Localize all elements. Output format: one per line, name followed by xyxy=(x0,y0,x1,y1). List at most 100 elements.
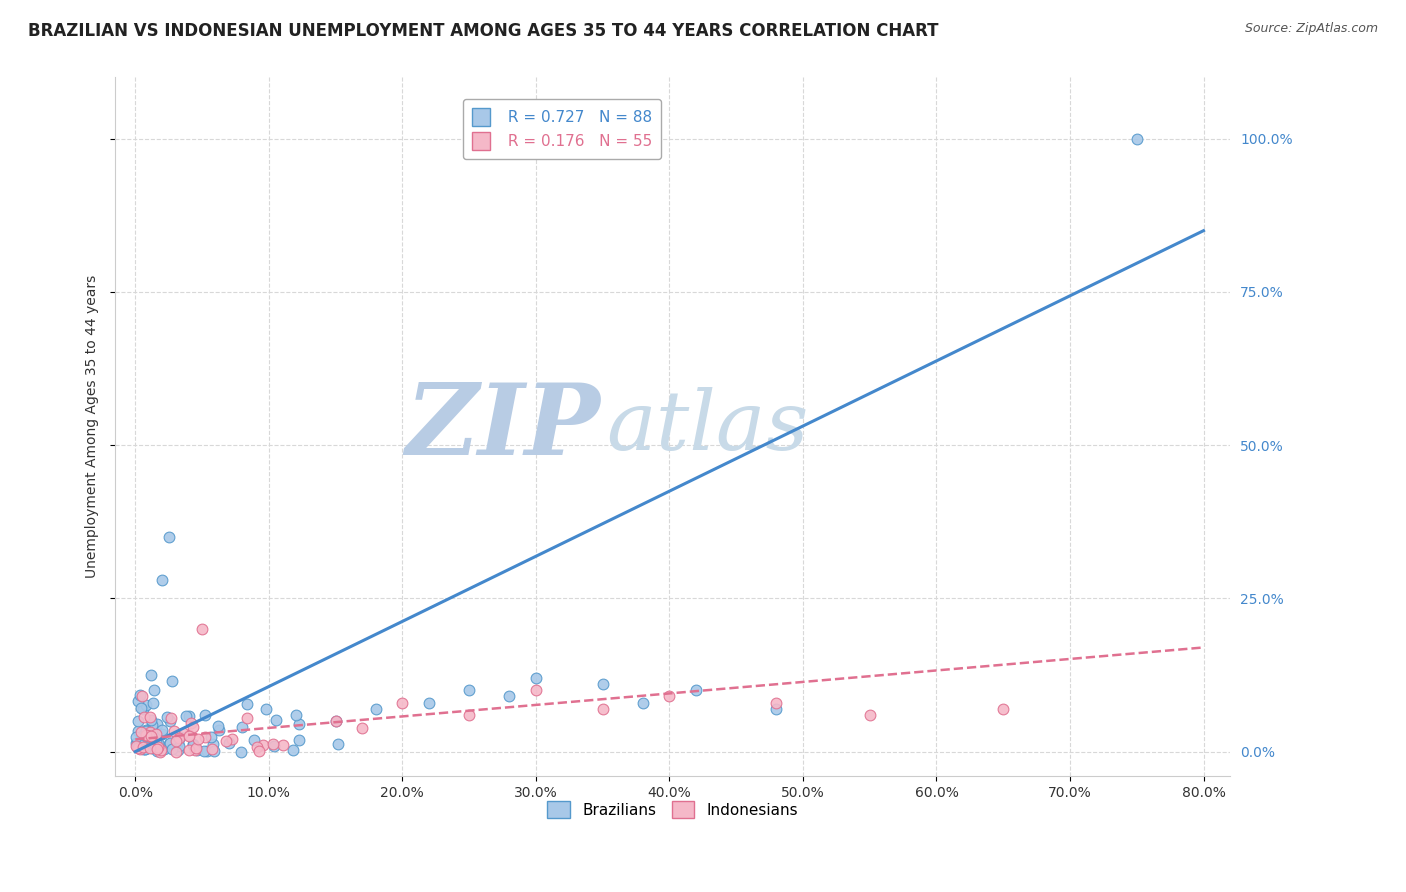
Point xyxy=(658,690,681,704)
Point xyxy=(131,690,153,704)
Point xyxy=(177,728,200,742)
Point xyxy=(135,729,157,743)
Point xyxy=(135,724,157,739)
Point xyxy=(391,696,413,710)
Point xyxy=(247,744,270,758)
Point xyxy=(207,718,229,732)
Point xyxy=(159,714,181,728)
Point xyxy=(180,715,202,730)
Point xyxy=(215,734,238,748)
Point xyxy=(167,743,190,757)
Y-axis label: Unemployment Among Ages 35 to 44 years: Unemployment Among Ages 35 to 44 years xyxy=(86,275,100,578)
Point xyxy=(181,738,204,752)
Point xyxy=(246,739,269,754)
Point xyxy=(195,744,218,758)
Point xyxy=(129,742,152,756)
Point xyxy=(167,739,190,753)
Point xyxy=(364,702,387,716)
Point xyxy=(254,702,277,716)
Point xyxy=(177,743,200,757)
Point xyxy=(138,729,160,743)
Point xyxy=(145,735,167,749)
Point xyxy=(200,730,222,744)
Point xyxy=(524,683,547,698)
Point xyxy=(125,739,148,753)
Point xyxy=(160,674,183,689)
Point xyxy=(765,696,787,710)
Point xyxy=(181,737,204,751)
Point xyxy=(131,700,153,714)
Point xyxy=(139,729,162,743)
Point xyxy=(287,732,309,747)
Point xyxy=(134,731,156,745)
Point xyxy=(191,622,214,636)
Point xyxy=(125,736,148,750)
Point xyxy=(236,697,259,711)
Point xyxy=(243,733,266,747)
Point xyxy=(165,734,187,748)
Point xyxy=(167,735,190,749)
Point xyxy=(181,720,204,734)
Point xyxy=(184,740,207,755)
Point xyxy=(157,530,180,544)
Point xyxy=(229,744,252,758)
Point xyxy=(458,707,481,722)
Point xyxy=(127,736,149,750)
Point xyxy=(187,731,209,746)
Point xyxy=(263,739,285,753)
Point xyxy=(418,696,440,710)
Point xyxy=(146,741,169,756)
Point xyxy=(271,738,294,752)
Point xyxy=(166,730,188,744)
Point xyxy=(129,688,152,702)
Point xyxy=(145,726,167,740)
Point xyxy=(160,711,183,725)
Point xyxy=(141,740,163,755)
Point xyxy=(131,739,153,753)
Point xyxy=(631,696,654,710)
Point xyxy=(252,738,274,752)
Point xyxy=(202,743,225,757)
Point xyxy=(284,707,307,722)
Point xyxy=(146,716,169,731)
Point xyxy=(231,720,253,734)
Point xyxy=(179,709,201,723)
Point xyxy=(172,725,194,739)
Point xyxy=(150,727,173,741)
Point xyxy=(157,737,180,751)
Point xyxy=(134,742,156,756)
Point xyxy=(142,696,165,710)
Point xyxy=(146,740,169,755)
Point xyxy=(288,716,311,731)
Point xyxy=(325,714,347,728)
Point xyxy=(148,736,170,750)
Point xyxy=(167,729,190,743)
Point xyxy=(131,729,153,743)
Text: Source: ZipAtlas.com: Source: ZipAtlas.com xyxy=(1244,22,1378,36)
Point xyxy=(993,702,1015,716)
Point xyxy=(162,742,184,756)
Point xyxy=(350,722,373,736)
Point xyxy=(859,707,882,722)
Point xyxy=(159,736,181,750)
Point xyxy=(127,740,149,755)
Point xyxy=(128,739,150,754)
Point xyxy=(167,731,190,746)
Text: BRAZILIAN VS INDONESIAN UNEMPLOYMENT AMONG AGES 35 TO 44 YEARS CORRELATION CHART: BRAZILIAN VS INDONESIAN UNEMPLOYMENT AMO… xyxy=(28,22,939,40)
Point xyxy=(135,698,157,712)
Point xyxy=(152,742,174,756)
Point xyxy=(132,710,155,724)
Point xyxy=(149,745,172,759)
Text: atlas: atlas xyxy=(606,387,808,467)
Point xyxy=(134,742,156,756)
Point xyxy=(281,743,304,757)
Point xyxy=(145,744,167,758)
Point xyxy=(193,744,215,758)
Point xyxy=(1126,132,1149,146)
Point xyxy=(139,709,162,723)
Point xyxy=(325,714,347,728)
Point xyxy=(127,693,149,707)
Point xyxy=(127,714,149,729)
Point xyxy=(141,730,163,744)
Point xyxy=(132,733,155,747)
